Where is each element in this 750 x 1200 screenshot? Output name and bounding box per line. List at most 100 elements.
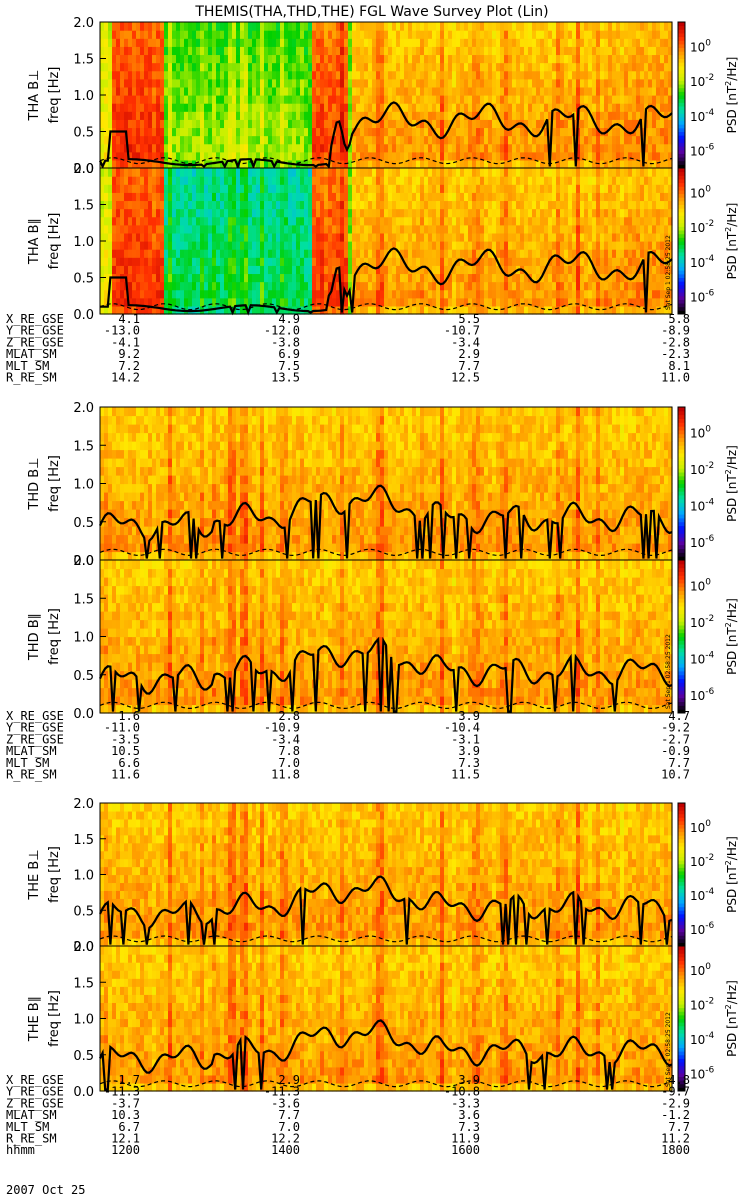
spectrogram-cell xyxy=(392,143,397,153)
spectrogram-cell xyxy=(348,249,353,258)
spectrogram-cell xyxy=(584,192,589,202)
spectrogram-cell xyxy=(584,62,589,72)
spectrogram-cell xyxy=(452,70,457,80)
spectrogram-cell xyxy=(184,265,189,275)
spectrogram-cell xyxy=(292,135,297,145)
spectrogram-cell xyxy=(304,168,309,177)
spectrogram-cell xyxy=(108,62,113,72)
spectrogram-cell xyxy=(520,22,525,31)
spectrogram-cell xyxy=(472,46,477,56)
spectrogram-cell xyxy=(492,119,497,129)
spectrogram-cell xyxy=(352,184,357,193)
spectrogram-cell xyxy=(192,62,197,72)
spectrogram-cell xyxy=(400,289,405,299)
spectrogram-cell xyxy=(428,273,433,283)
spectrogram-cell xyxy=(356,95,361,104)
spectrogram-cell xyxy=(172,249,177,258)
spectrogram-cell xyxy=(604,305,609,315)
spectrogram-cell xyxy=(292,241,297,250)
spectrogram-cell xyxy=(160,46,165,56)
spectrogram-cell xyxy=(164,151,169,161)
spectrogram-cell xyxy=(340,273,345,283)
spectrogram-cell xyxy=(100,176,105,185)
spectrogram-cell xyxy=(268,30,273,39)
spectrogram-cell xyxy=(448,289,453,299)
spectrogram-cell xyxy=(604,135,609,145)
spectrogram-cell xyxy=(448,273,453,283)
spectrogram-cell xyxy=(180,200,185,210)
spectrogram-cell xyxy=(600,273,605,283)
spectrogram-cell xyxy=(232,257,237,266)
spectrogram-cell xyxy=(616,281,621,291)
spectrogram-cell xyxy=(448,208,453,218)
spectrogram-cell xyxy=(268,70,273,80)
spectrogram-cell xyxy=(368,289,373,299)
spectrogram-cell xyxy=(232,46,237,56)
spectrogram-cell xyxy=(236,127,241,137)
spectrogram-cell xyxy=(408,216,413,226)
spectrogram-cell xyxy=(576,273,581,283)
spectrogram-cell xyxy=(580,143,585,153)
spectrogram-cell xyxy=(204,176,209,185)
spectrogram-cell xyxy=(224,22,229,31)
spectrogram-cell xyxy=(628,54,633,64)
spectrogram-cell xyxy=(508,38,513,47)
spectrogram-cell xyxy=(248,192,253,202)
spectrogram-cell xyxy=(104,257,109,266)
spectrogram-cell xyxy=(536,249,541,258)
spectrogram-cell xyxy=(152,143,157,153)
spectrogram-cell xyxy=(632,119,637,129)
spectrogram-cell xyxy=(420,289,425,299)
spectrogram-cell xyxy=(596,38,601,47)
spectrogram-cell xyxy=(396,46,401,56)
spectrogram-cell xyxy=(324,103,329,112)
spectrogram-cell xyxy=(424,54,429,64)
spectrogram-cell xyxy=(224,216,229,226)
spectrogram-cell xyxy=(288,297,293,307)
spectrogram-cell xyxy=(380,143,385,153)
spectrogram-cell xyxy=(440,297,445,307)
spectrogram-cell xyxy=(360,78,365,88)
spectrogram-cell xyxy=(544,224,549,234)
spectrogram-cell xyxy=(452,46,457,56)
spectrogram-cell xyxy=(200,151,205,161)
spectrogram-cell xyxy=(216,184,221,193)
spectrogram-cell xyxy=(360,86,365,96)
colorbar-segment xyxy=(678,157,685,162)
spectrogram-cell xyxy=(456,224,461,234)
spectrogram-cell xyxy=(432,200,437,210)
spectrogram-cell xyxy=(200,176,205,185)
spectrogram-cell xyxy=(356,168,361,177)
spectrogram-cell xyxy=(468,151,473,161)
spectrogram-cell xyxy=(440,127,445,137)
spectrogram-cell xyxy=(332,176,337,185)
spectrogram-cell xyxy=(340,176,345,185)
spectrogram-cell xyxy=(604,265,609,275)
spectrogram-cell xyxy=(460,86,465,96)
spectrogram-cell xyxy=(292,86,297,96)
spectrogram-cell xyxy=(228,151,233,161)
spectrogram-cell xyxy=(224,86,229,96)
spectrogram-cell xyxy=(172,192,177,202)
spectrogram-cell xyxy=(524,151,529,161)
spectrogram-cell xyxy=(592,289,597,299)
spectrogram-cell xyxy=(396,241,401,250)
spectrogram-cell xyxy=(548,86,553,96)
spectrogram-cell xyxy=(444,70,449,80)
spectrogram-cell xyxy=(564,78,569,88)
spectrogram-cell xyxy=(484,200,489,210)
spectrogram-cell xyxy=(344,151,349,161)
spectrogram-cell xyxy=(456,192,461,202)
spectrogram-cell xyxy=(536,305,541,315)
spectrogram-cell xyxy=(156,249,161,258)
spectrogram-cell xyxy=(472,70,477,80)
spectrogram-cell xyxy=(268,241,273,250)
spectrogram-cell xyxy=(512,86,517,96)
spectrogram-cell xyxy=(312,111,317,120)
spectrogram-cell xyxy=(232,119,237,129)
spectrogram-cell xyxy=(244,111,249,120)
spectrogram-cell xyxy=(384,208,389,218)
spectrogram-cell xyxy=(388,46,393,56)
spectrogram-cell xyxy=(308,22,313,31)
